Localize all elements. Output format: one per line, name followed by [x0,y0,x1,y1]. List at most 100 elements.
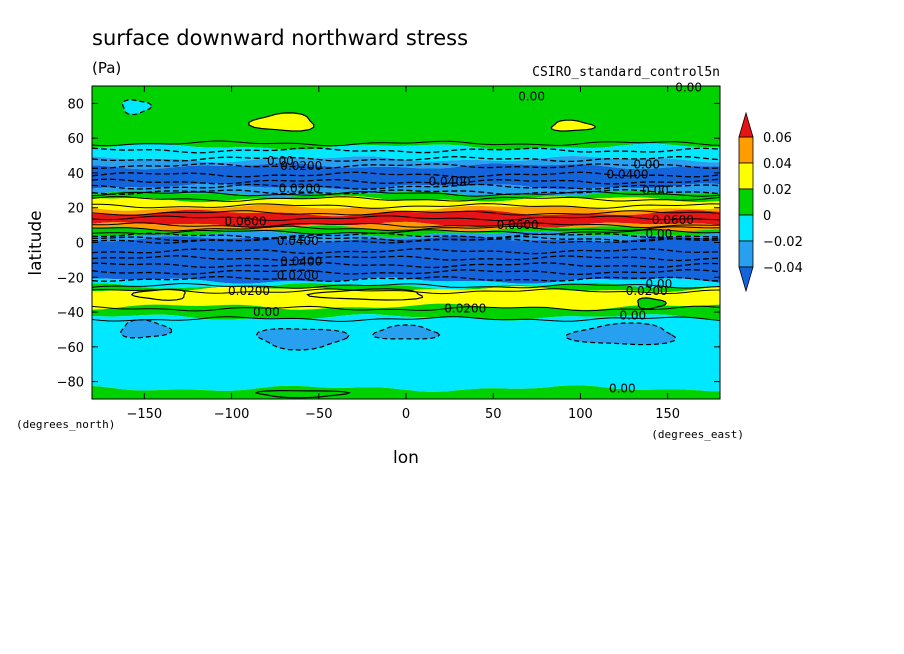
contour-label: 0.00 [646,277,673,291]
contour-line-negative [92,183,720,190]
contour-patch [120,319,173,339]
x-tick-label: 50 [485,407,502,422]
contour-label: 0.0400 [607,168,649,182]
contour-label: 0.00 [267,154,294,168]
contour-band [92,195,720,211]
contour-band [92,86,720,150]
source-label: CSIRO_standard_control5n [532,65,720,80]
contour-line-positive [92,316,720,322]
y-axis: 80 60 40 20 0 −20 −40 −60 −80 [57,97,720,391]
contour-label: 0.0600 [652,213,694,227]
contour-band [92,314,720,392]
contour-label: 0.0200 [279,182,321,196]
y-tick-label: 40 [67,167,84,182]
contour-line-negative [92,232,720,239]
contour-line-negative [92,276,720,283]
contour-patch [565,322,677,346]
colorbar-label: 0 [763,209,771,224]
x-tick-label: −100 [214,407,250,422]
contour-label: 0.00 [253,305,280,319]
colorbar-arrow-bottom [738,266,754,293]
colorbar-segment [738,214,754,242]
chart-units: (Pa) [92,59,121,77]
contour-line-positive [92,305,720,312]
contour-patch [550,119,596,132]
contour-band [92,282,720,293]
contour-label: 0.00 [609,382,636,396]
contour-line-negative [92,255,720,262]
chart-title: surface downward northward stress [92,26,468,50]
x-tick-label: −150 [126,407,162,422]
contour-line-negative [92,171,720,178]
colorbar-segment [738,162,754,190]
contour-line-negative [92,178,720,185]
contour-patch [637,297,667,310]
contour-line-positive [92,210,720,216]
contour-band [92,162,720,190]
contour-line-positive [92,222,720,229]
y-tick-label: −60 [57,341,84,356]
contour-label: 0.0200 [626,284,668,298]
contour-band [92,183,720,198]
colorbar-label: 0.04 [763,157,792,172]
colorbar-label: −0.04 [763,261,803,276]
x-axis: −150 −100 −50 0 50 100 150 [126,86,680,422]
colorbar: 0.06 0.04 0.02 0 −0.02 −0.04 [738,111,803,293]
colorbar-label: −0.02 [763,235,803,250]
contour-line-negative [92,269,720,276]
contour-patch [248,112,315,132]
contour-line-negative [92,237,720,244]
x-tick-label: −50 [305,407,332,422]
colorbar-segment [738,136,754,164]
y-axis-label: latitude [26,210,46,275]
contour-patch [130,288,186,301]
contour-label: 0.0600 [497,218,539,232]
contour-line-positive [92,196,720,202]
contour-band [92,190,720,203]
contour-label: 0.0200 [444,302,486,316]
contour-label: 0.00 [619,309,646,323]
x-tick-label: 150 [655,407,680,422]
x-tick-label: 100 [568,407,593,422]
contour-label: 0.0400 [429,175,471,189]
x-tick-label: 0 [402,407,410,422]
contour-label: 0.0600 [225,215,267,229]
contour-line-negative [92,248,720,255]
contour-line-positive [92,203,720,209]
contour-patch [306,288,424,301]
y-tick-label: −20 [57,271,84,286]
y-tick-label: 20 [67,202,84,217]
colorbar-label: 0.02 [763,183,792,198]
contour-line-positive [92,225,720,232]
contour-line-positive [92,215,720,222]
contour-band [92,209,720,229]
colorbar-arrow-top [738,111,754,138]
contour-band [92,156,720,170]
contour-band [92,385,720,399]
y-units-note: (degrees_north) [16,418,115,431]
contour-label: 0.0200 [280,159,322,173]
contour-label: 0.00 [646,227,673,241]
y-tick-label: −40 [57,306,84,321]
contour-line-negative [92,156,720,163]
contour-line-positive [92,283,720,289]
contour-label: 0.00 [675,81,702,95]
contour-line-positive [92,140,720,147]
contour-line-positive [92,190,720,197]
contour-label: 0.00 [633,157,660,171]
colorbar-segment [738,188,754,216]
contour-label: 0.0200 [228,284,270,298]
contour-label: 0.00 [642,183,669,197]
contour-label: 0.00 [518,89,545,103]
colorbar-segment [738,240,754,268]
y-tick-label: 60 [67,132,84,147]
contour-line-negative [92,262,720,269]
contour-line-positive [92,229,720,236]
contour-label: 0.0400 [280,255,322,269]
contour-label: 0.0200 [277,269,319,283]
contour-lines [92,140,720,322]
y-tick-label: −80 [57,376,84,391]
contour-patch [121,99,153,116]
